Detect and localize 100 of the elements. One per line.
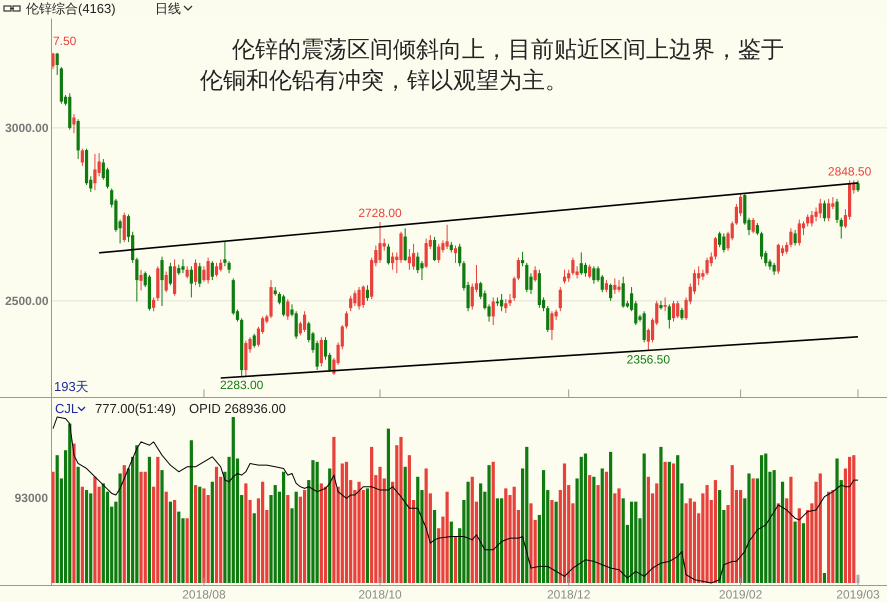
candlestick [198,262,202,288]
candlestick [592,266,596,284]
bar [646,476,650,583]
y-tick-label: 2500.00 [5,294,49,308]
bar [500,498,504,583]
candlestick [756,222,759,236]
bar [794,522,797,583]
bar [302,490,306,583]
candlestick [789,228,793,248]
bar [798,508,801,583]
candlestick [798,219,801,246]
candlestick [760,231,764,260]
bar [294,492,298,583]
bar [148,456,152,583]
x-tick-label: 2019/02 [718,588,763,602]
candlestick [705,257,709,276]
x-tick-label: 2018/08 [182,588,226,602]
candlestick [177,264,180,276]
bar [168,502,172,583]
bar [186,518,189,583]
chart-subtitle: 日线 [155,1,181,16]
candlestick [588,264,592,279]
bar [324,486,328,583]
candlestick [668,304,671,330]
candlestick [152,296,156,312]
annotation: 伦锌的震荡区间倾斜向上，目前贴近区间上边界，鉴于 [232,37,784,62]
bar [835,458,839,583]
bar [328,468,332,583]
bar [827,492,830,583]
candlestick [219,258,222,272]
bar [386,428,390,583]
candlestick [404,228,407,262]
bar [487,465,491,583]
bar [676,455,680,583]
bar [144,472,147,583]
bar [72,444,76,583]
candlestick [680,307,684,320]
annotation: 7.50 [53,34,77,48]
bar [446,492,449,583]
bar [822,573,826,583]
candlestick [194,258,198,286]
candlestick [822,200,826,222]
annotation: 伦铜和伦铅有冲突，锌以观望为主。 [200,68,568,93]
candlestick [508,293,512,307]
candlestick [604,280,608,293]
candlestick [580,252,583,276]
bar [164,492,168,583]
bar [198,486,202,583]
bar [80,486,84,583]
candlestick [252,333,256,348]
bar [416,476,420,583]
bar [139,472,143,583]
candlestick [190,266,193,298]
candlestick [286,298,290,320]
bar [210,482,214,583]
bar [659,446,663,583]
bar [404,466,407,583]
bar [470,476,474,583]
bar [68,424,72,583]
candlestick [622,276,625,308]
bar [316,462,319,583]
x-tick-label: 2019/03 [836,588,880,602]
bar [252,513,256,583]
text: CJL [55,401,78,416]
bar [332,436,336,583]
candlestick [676,300,680,319]
bar [172,500,176,583]
bar [340,463,344,583]
bar [764,454,768,583]
bar [344,462,348,583]
bar [156,456,160,583]
candlestick [571,257,574,276]
candlestick [164,270,168,293]
y-tick-label: 3000.00 [5,120,49,135]
bar [529,503,533,583]
bar [580,456,583,583]
bar [818,473,822,583]
candlestick [814,206,818,222]
bar [370,446,374,583]
bar [730,465,734,583]
bar [747,473,751,583]
bar [378,466,382,583]
candlestick [446,224,449,250]
candlestick [210,260,214,281]
bar [450,522,453,583]
candlestick [302,310,306,333]
bar [84,490,88,583]
bar [118,473,122,583]
bar [634,502,638,583]
candlestick [320,336,323,368]
candlestick [504,298,508,314]
annotation: 193天 [54,379,89,394]
bar [261,482,264,583]
candlestick [714,236,718,260]
candlestick [72,114,76,134]
candlestick [366,284,370,302]
candlestick [752,217,755,234]
bar [789,476,793,583]
candlestick [562,269,566,284]
bar [592,476,596,583]
